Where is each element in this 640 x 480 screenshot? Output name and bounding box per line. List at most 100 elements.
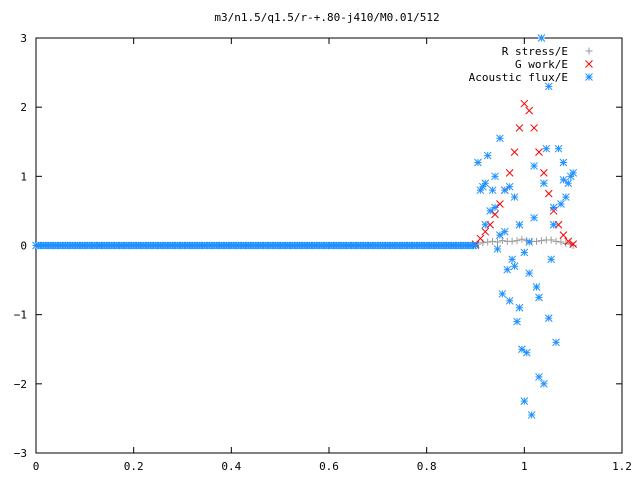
data-point: [474, 158, 482, 167]
data-point: [505, 182, 514, 191]
legend-label: R stress/E: [502, 45, 568, 58]
data-point: [557, 238, 565, 246]
data-point: [479, 239, 487, 247]
y-tick-label: 1: [20, 170, 27, 183]
y-tick-label: −1: [14, 309, 27, 322]
x-tick-label: 0.2: [124, 460, 144, 473]
data-point: [527, 411, 536, 419]
data-point: [544, 82, 553, 91]
data-point: [535, 373, 543, 381]
data-point: [533, 237, 541, 245]
data-point: [483, 151, 492, 160]
data-point: [489, 237, 497, 245]
data-point: [535, 293, 543, 302]
data-point: [496, 134, 504, 143]
data-point: [505, 169, 514, 177]
data-point: [557, 200, 565, 208]
data-point: [569, 242, 577, 249]
data-point: [510, 148, 519, 156]
data-point: [540, 179, 548, 188]
data-point: [481, 220, 490, 229]
data-point: [500, 186, 509, 195]
data-point: [513, 317, 521, 326]
data-point: [493, 245, 502, 253]
data-point: [486, 207, 495, 215]
data-point: [525, 269, 534, 278]
data-point: [547, 236, 555, 244]
data-point: [525, 238, 534, 246]
data-point: [484, 238, 492, 246]
data-point: [549, 203, 558, 212]
data-point: [491, 203, 499, 212]
data-point: [564, 179, 573, 188]
y-tick-label: 3: [20, 32, 27, 45]
legend-label: Acoustic flux/E: [469, 71, 568, 84]
y-tick-label: 0: [20, 240, 27, 253]
legend-marker: [585, 73, 593, 81]
y-tick-label: −2: [14, 378, 27, 391]
data-point: [500, 227, 509, 236]
data-point: [481, 227, 490, 236]
data-point: [522, 348, 531, 357]
data-point: [544, 189, 553, 198]
data-point: [476, 234, 485, 243]
data-point: [532, 283, 541, 291]
data-point: [510, 193, 519, 201]
data-point: [515, 303, 524, 312]
data-point: [520, 99, 529, 108]
data-point: [552, 237, 560, 245]
chart-title: m3/n1.5/q1.5/r-+.80-j410/M0.01/512: [214, 11, 439, 24]
data-point: [542, 144, 551, 153]
data-point: [518, 345, 526, 354]
legend-marker: [585, 47, 593, 55]
x-tick-label: 1.2: [612, 460, 632, 473]
data-point: [491, 210, 499, 219]
data-point: [510, 262, 519, 271]
data-point: [498, 237, 506, 245]
data-point: [547, 255, 556, 264]
data-point: [520, 397, 529, 405]
data-point: [491, 172, 499, 181]
legend-label: G work/E: [515, 58, 568, 71]
data-point: [508, 255, 516, 264]
data-point: [554, 144, 563, 153]
series-3: [32, 241, 480, 250]
data-point: [515, 220, 524, 229]
x-tick-label: 0: [33, 460, 40, 473]
data-point: [530, 162, 538, 170]
legend-marker: [585, 60, 593, 68]
data-point: [559, 158, 568, 167]
data-point: [520, 248, 529, 257]
data-point: [564, 237, 573, 246]
data-point: [471, 241, 480, 250]
data-point: [544, 314, 553, 322]
data-point: [488, 186, 497, 195]
y-tick-label: 2: [20, 101, 27, 114]
data-point: [530, 213, 538, 222]
data-point: [569, 240, 578, 248]
data-point: [561, 193, 570, 201]
data-point: [552, 338, 560, 347]
data-point: [496, 200, 504, 208]
data-point: [540, 169, 548, 177]
data-point: [496, 231, 504, 239]
data-point: [525, 106, 534, 115]
data-point: [505, 296, 514, 305]
data-point: [518, 235, 526, 243]
series-1: [471, 99, 578, 248]
data-point: [493, 238, 501, 246]
data-point: [559, 231, 568, 239]
data-point: [515, 124, 524, 132]
series-layer: [32, 34, 578, 419]
series-2: [474, 34, 578, 419]
x-tick-label: 0.8: [417, 460, 437, 473]
data-point: [535, 148, 543, 156]
data-point: [540, 379, 548, 388]
data-point: [549, 220, 558, 229]
data-point: [498, 290, 507, 298]
data-point: [559, 175, 568, 184]
data-point: [503, 265, 512, 274]
data-point: [508, 237, 516, 245]
